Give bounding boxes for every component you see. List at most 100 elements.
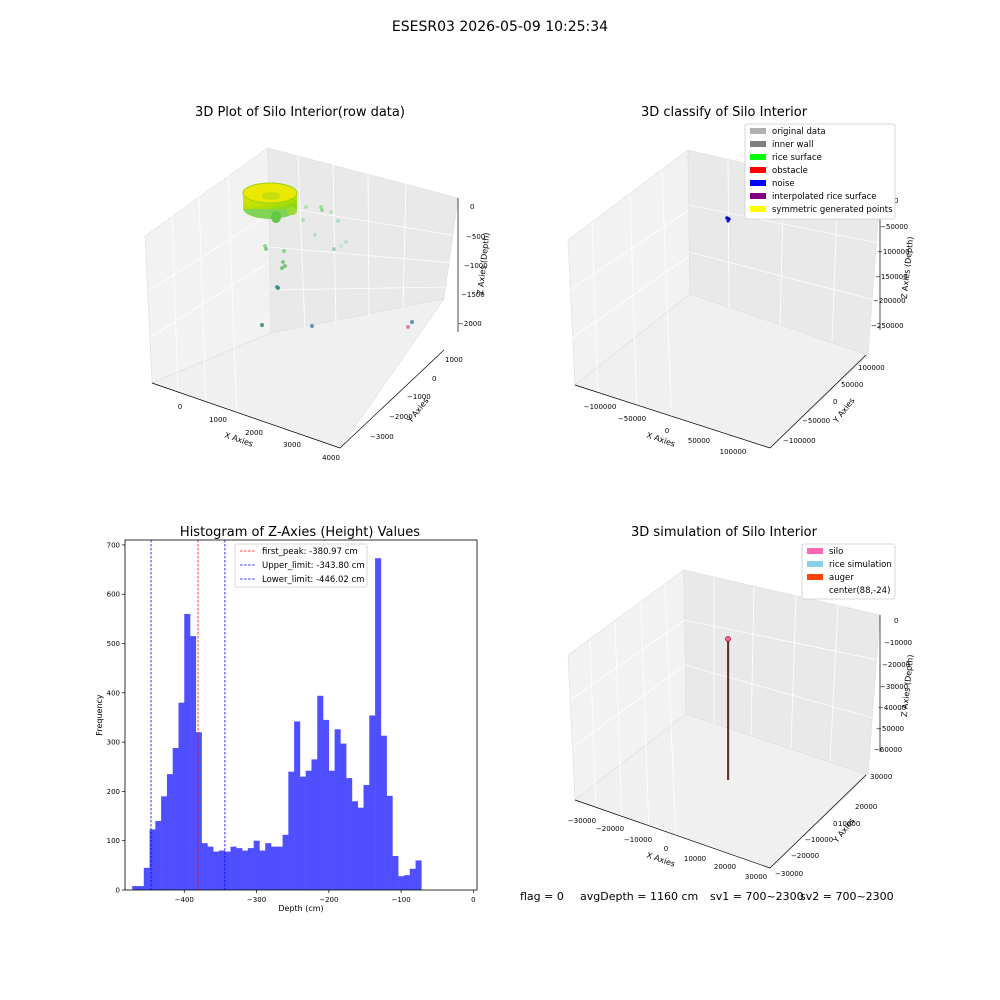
simulation-y-ticks: 30000 20000 10000 0 −10000 −20000 −30000 (775, 773, 892, 878)
classify-y-tick: −50000 (802, 417, 830, 425)
legend-swatch-symmetric (750, 206, 766, 212)
raw-x-tick: 2000 (245, 429, 263, 437)
classify-z-ticks: 0 −50000 −100000 −150000 −200000 −250000 (871, 197, 910, 330)
histogram-bar (369, 715, 376, 890)
legend-swatch-inner-wall (750, 141, 766, 147)
legend-swatch-interpolated (750, 193, 766, 199)
raw-ring-stub (271, 211, 281, 223)
histogram-bar (184, 613, 191, 890)
simulation-x-tick: −10000 (624, 836, 652, 844)
histogram-bar (311, 759, 318, 890)
legend-swatch-rice-surface (750, 154, 766, 160)
simulation-y-tick: −30000 (775, 870, 803, 878)
classify-z-label: Z Axies (Depth) (900, 236, 916, 299)
histogram-bar (328, 770, 335, 890)
classify-panel: 3D classify of Silo Interior −100000 −50… (567, 105, 916, 456)
histogram-bar (259, 850, 266, 890)
raw-z-tick: −1500 (461, 291, 485, 299)
raw-z-tick: −500 (466, 233, 485, 241)
simulation-x-ticks: −30000 −20000 −10000 0 10000 20000 30000 (568, 817, 767, 881)
legend-label-symmetric: symmetric generated points (772, 205, 893, 215)
histogram-bar (271, 846, 278, 890)
histogram-frame (124, 539, 478, 891)
raw-data-point (275, 285, 279, 289)
raw-data-point (344, 240, 348, 244)
histogram-bar (398, 876, 405, 890)
raw-z-label: Z Axies (Depth) (476, 232, 492, 295)
simulation-x-label: X Axies (645, 851, 676, 869)
histogram-bar (305, 770, 312, 890)
legend-label-rice-simulation: rice simulation (829, 560, 892, 570)
silo-axis-line (725, 636, 731, 780)
classify-y-tick: 50000 (841, 381, 863, 389)
classify-y-tick: 100000 (858, 364, 885, 372)
legend-swatch-original-data (750, 128, 766, 134)
histogram-legend: first_peak: -380.97 cm Upper_limit: -343… (234, 543, 368, 588)
histogram-x-tick-label: −400 (175, 896, 194, 904)
histogram-x-label: Depth (cm) (278, 904, 323, 913)
simulation-y-tick: 20000 (855, 803, 877, 811)
simulation-z-tick: −30000 (880, 683, 908, 691)
histogram-y-tick-label: 0 (116, 887, 120, 895)
classify-z-tick: −250000 (871, 322, 904, 330)
histogram-legend-box (234, 543, 368, 588)
raw-scatter-points (260, 205, 414, 329)
raw-data-point (264, 247, 268, 251)
raw-data-point (320, 208, 324, 212)
simulation-z-tick: −10000 (884, 639, 912, 647)
legend-label-center: center(88,-24) (829, 586, 890, 596)
raw-data-point (406, 325, 410, 329)
classify-x-tick: 0 (665, 427, 669, 435)
simulation-x-tick: 0 (664, 845, 668, 853)
histogram-bar (207, 846, 214, 890)
simulation-z-tick: −60000 (874, 746, 902, 754)
simulation-x-tick: 20000 (714, 863, 736, 871)
classify-z-tick: 0 (894, 197, 898, 205)
histogram-y-tick-label: 700 (107, 541, 120, 549)
raw-x-ticks: 0 1000 2000 3000 4000 (178, 403, 340, 462)
raw-ring-cluster (242, 182, 298, 223)
raw-y-tick: 1000 (445, 356, 463, 364)
histogram-bar (380, 735, 387, 890)
raw-x-tick: 3000 (283, 441, 301, 449)
histogram-bar (155, 820, 162, 890)
histogram-bar (172, 748, 179, 890)
raw-data-point (260, 323, 264, 327)
histogram-x-tick-label: −100 (391, 896, 410, 904)
histogram-bar (299, 776, 306, 890)
raw-data-point (301, 218, 305, 222)
legend-swatch-silo (807, 548, 823, 554)
raw-ring-hole (262, 192, 280, 200)
classify-y-ticks: 100000 50000 0 −50000 −100000 (783, 364, 885, 445)
raw-data-point (263, 244, 267, 248)
raw-z-tick: 0 (470, 203, 474, 211)
simulation-panel: 3D simulation of Silo Interior −30000 −2… (567, 525, 915, 881)
histogram-bar (161, 796, 168, 890)
raw-axis-edges (151, 198, 459, 449)
histogram-bar (288, 771, 295, 890)
legend-label-rice-surface: rice surface (772, 153, 822, 163)
simulation-legend: silo rice simulation auger center(88,-24… (801, 543, 896, 600)
histogram-bar (363, 785, 370, 890)
classify-x-tick: −50000 (618, 415, 646, 423)
histogram-bar (351, 801, 358, 890)
simulation-y-tick: −10000 (805, 836, 833, 844)
simulation-panel-title: 3D simulation of Silo Interior (631, 525, 818, 540)
classify-z-tick: −200000 (873, 297, 906, 305)
status-sv1: sv1 = 700~2300 (710, 890, 804, 903)
histogram-bar (282, 834, 289, 890)
raw-y-tick: −3000 (370, 433, 394, 441)
legend-label-interpolated: interpolated rice surface (772, 192, 877, 202)
histogram-bar (386, 795, 393, 890)
simulation-z-tick: −20000 (882, 661, 910, 669)
histogram-x-tick-label: 0 (471, 896, 475, 904)
legend-swatch-obstacle (750, 167, 766, 173)
raw-data-point (282, 249, 286, 253)
raw-panel-title: 3D Plot of Silo Interior(row data) (195, 105, 405, 120)
raw-y-ticks: 1000 0 −1000 −2000 −3000 (370, 356, 463, 441)
histogram-bar (224, 851, 231, 890)
raw-z-tick: −1000 (464, 262, 488, 270)
classify-z-tick: −100000 (877, 248, 910, 256)
simulation-legend-box (801, 543, 896, 600)
